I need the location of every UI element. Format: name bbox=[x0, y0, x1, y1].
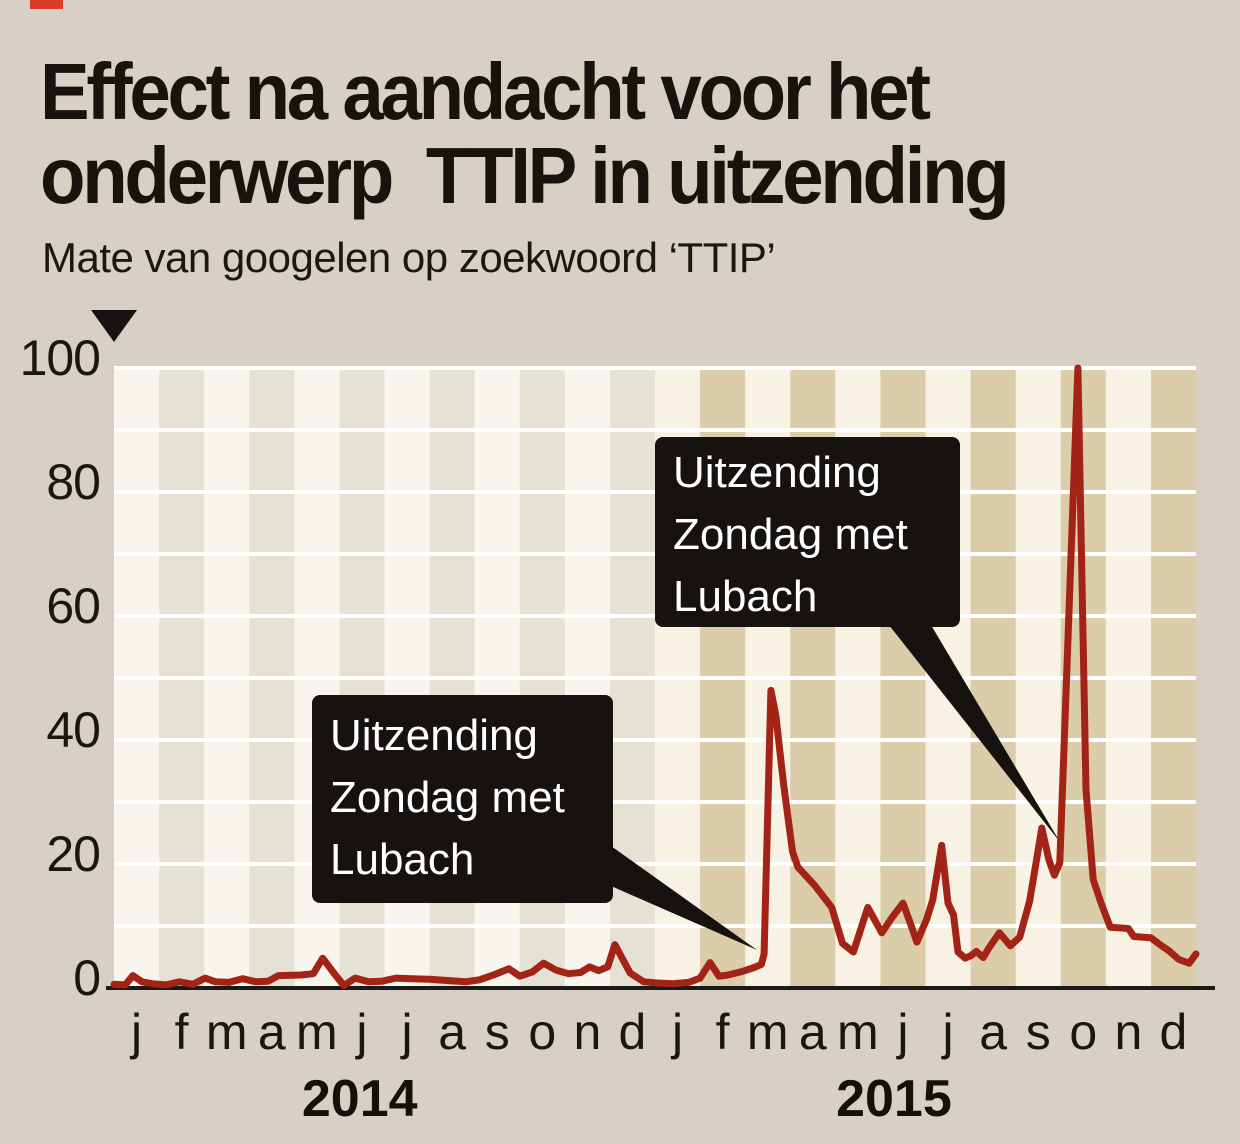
month-label: f bbox=[715, 1004, 730, 1060]
month-label: j bbox=[356, 1004, 368, 1060]
month-label: s bbox=[1025, 1004, 1051, 1060]
y-tick-label: 100 bbox=[19, 330, 101, 386]
month-label: a bbox=[438, 1004, 467, 1060]
callout-text-line: Lubach bbox=[330, 835, 475, 884]
year-label: 2015 bbox=[836, 1070, 952, 1128]
year-label: 2014 bbox=[301, 1070, 418, 1128]
axis-top-triangle-icon bbox=[91, 310, 137, 342]
callout-text-line: Lubach bbox=[673, 572, 818, 621]
callout-pointer bbox=[611, 846, 757, 950]
month-label: n bbox=[1114, 1004, 1143, 1060]
callout-pointer bbox=[885, 620, 1060, 842]
month-label: m bbox=[837, 1004, 879, 1060]
title-line-2: onderwerp TTIP in uitzending bbox=[40, 131, 1010, 220]
page-title: Effect na aandacht voor het onderwerp TTI… bbox=[40, 47, 1010, 220]
gridline bbox=[114, 738, 1196, 742]
month-label: a bbox=[979, 1004, 1008, 1060]
month-label: m bbox=[205, 1004, 248, 1060]
callout-text-line: Zondag met bbox=[673, 510, 908, 559]
month-label: o bbox=[1069, 1004, 1098, 1060]
ttip-search-line bbox=[110, 364, 1200, 989]
callout-lubach-march-2015: Uitzending Zondag met Lubach bbox=[312, 695, 613, 903]
callout-lubach-october-2015: Uitzending Zondag met Lubach bbox=[655, 437, 960, 627]
y-tick-label: 60 bbox=[46, 578, 101, 634]
gridline bbox=[114, 676, 1196, 680]
month-label: d bbox=[1159, 1004, 1188, 1060]
y-tick-label: 40 bbox=[46, 702, 101, 758]
month-label: s bbox=[484, 1004, 510, 1060]
month-label: j bbox=[942, 1004, 954, 1060]
x-axis-line bbox=[106, 986, 1215, 990]
month-label: m bbox=[296, 1004, 338, 1060]
callout-text-line: Uitzending bbox=[673, 448, 881, 497]
y-tick-label: 20 bbox=[46, 826, 101, 882]
gridline bbox=[114, 428, 1196, 432]
month-label: d bbox=[618, 1004, 647, 1060]
month-label: j bbox=[671, 1004, 684, 1060]
month-label: j bbox=[401, 1004, 413, 1060]
brand-mark bbox=[30, 0, 63, 9]
month-label: j bbox=[897, 1004, 909, 1060]
month-label: a bbox=[257, 1004, 286, 1060]
chart-subtitle: Mate van googelen op zoekwoord ‘TTIP’ bbox=[42, 234, 776, 281]
title-line-1: Effect na aandacht voor het bbox=[40, 47, 931, 136]
month-label: m bbox=[746, 1004, 789, 1060]
gridline bbox=[114, 366, 1196, 370]
gridline bbox=[114, 924, 1196, 928]
month-label: o bbox=[528, 1004, 557, 1060]
callout-text-line: Zondag met bbox=[330, 773, 565, 822]
month-label: n bbox=[573, 1004, 602, 1060]
gridline bbox=[114, 862, 1196, 866]
gridline bbox=[114, 800, 1196, 804]
y-tick-label: 0 bbox=[73, 950, 101, 1006]
month-label: a bbox=[798, 1004, 827, 1060]
callout-text-line: Uitzending bbox=[330, 711, 538, 760]
month-label: j bbox=[130, 1004, 143, 1060]
y-tick-label: 80 bbox=[46, 454, 101, 510]
month-label: f bbox=[174, 1004, 189, 1060]
